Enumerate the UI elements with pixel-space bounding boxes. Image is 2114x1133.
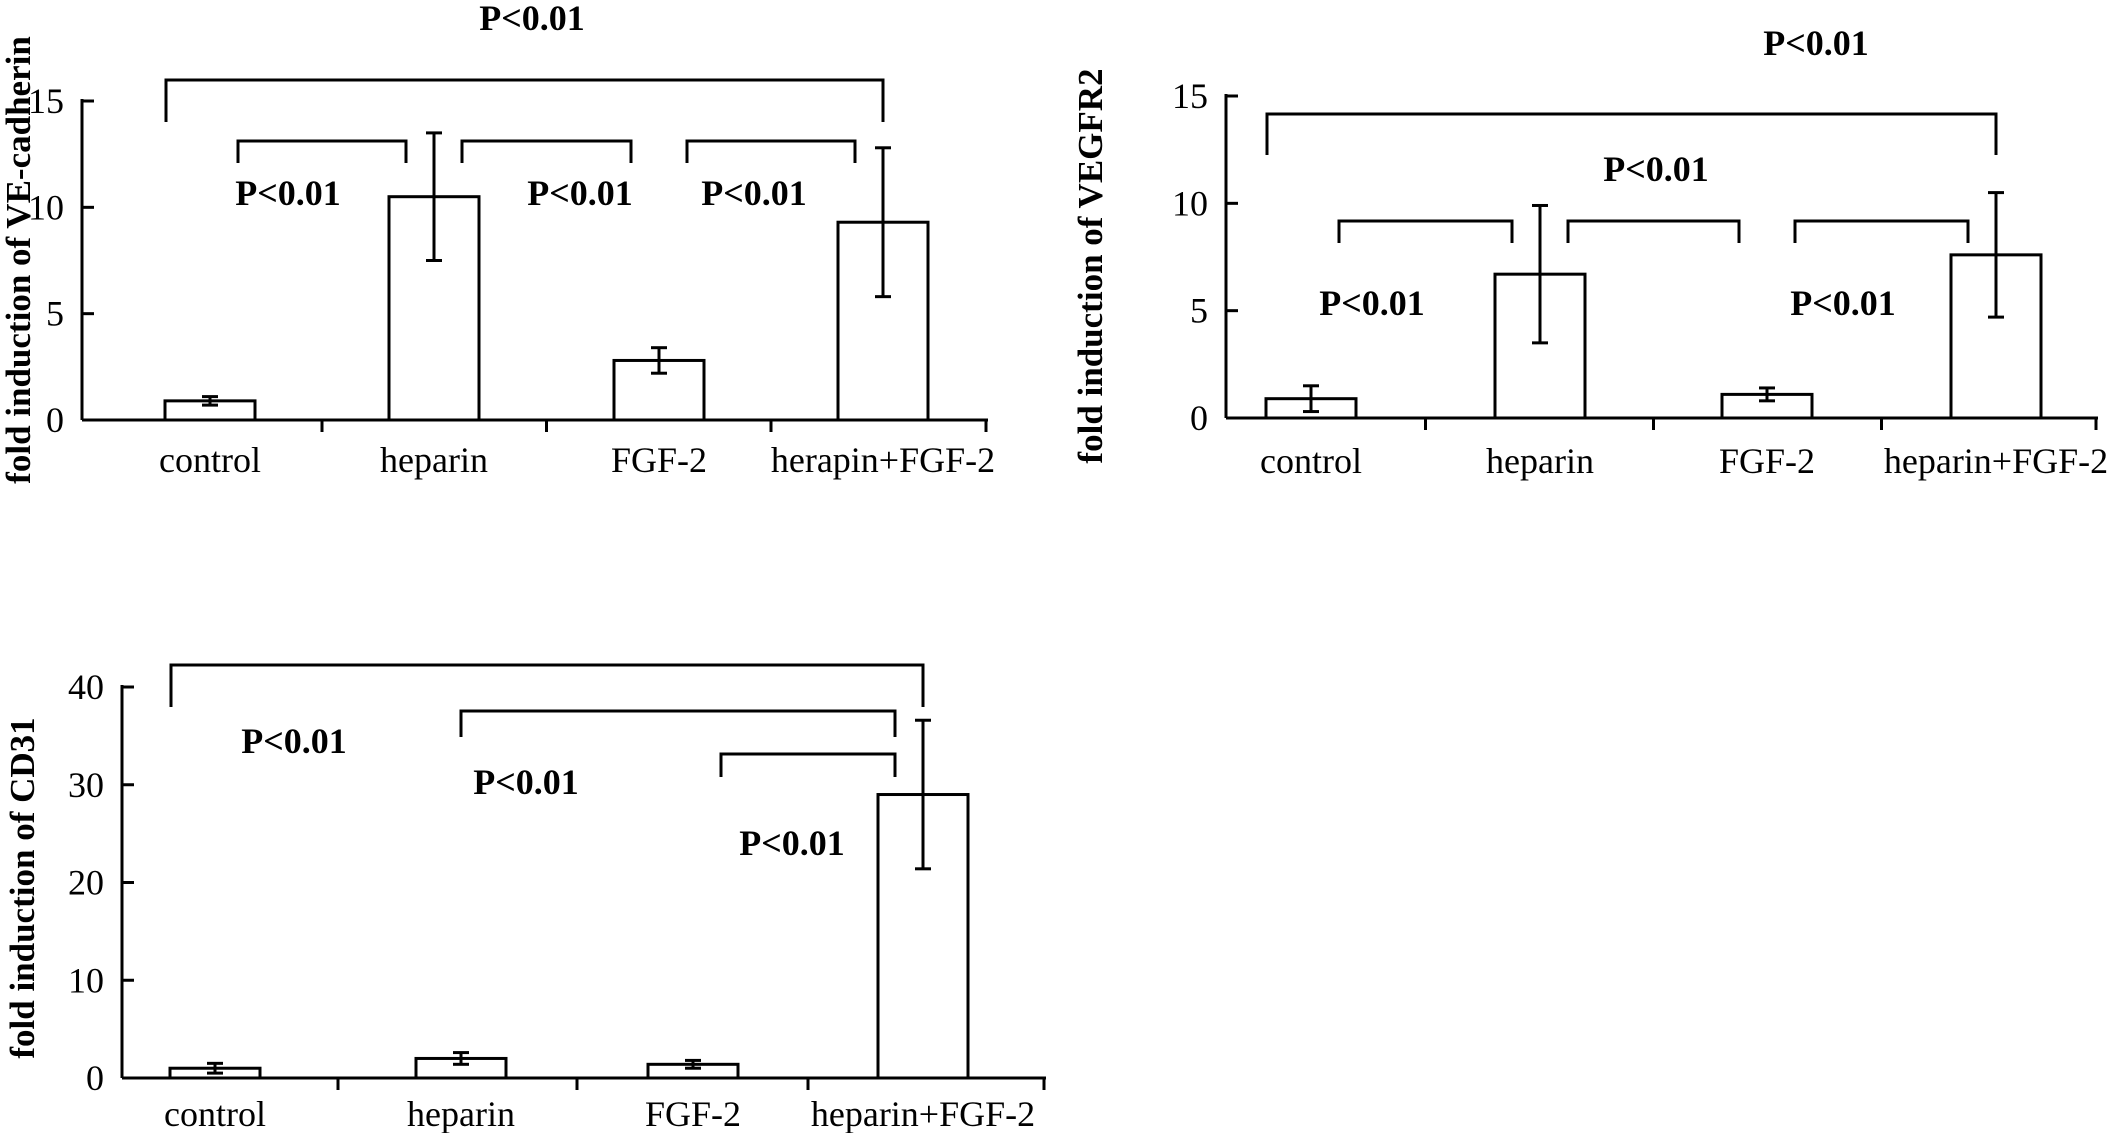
significance-bracket bbox=[460, 139, 633, 163]
p-value-label: P<0.01 bbox=[473, 762, 579, 802]
significance-bracket bbox=[685, 139, 857, 163]
y-axis-title: fold induction of VE-cadherin bbox=[0, 36, 38, 484]
p-value-label: P<0.01 bbox=[1319, 283, 1425, 323]
chart-panel-3: 0 10 20 30 40 control heparin FGF-2 heparin+FGF-… bbox=[3, 663, 1046, 1133]
p-value-label: P<0.01 bbox=[1603, 149, 1709, 189]
y-tick-label: 40 bbox=[68, 667, 104, 707]
significance-bracket bbox=[1793, 219, 1970, 243]
y-axis-title: fold induction of CD31 bbox=[3, 717, 42, 1058]
y-tick-label: 10 bbox=[68, 960, 104, 1000]
y-tick-label: 0 bbox=[86, 1058, 104, 1098]
significance-bracket bbox=[719, 752, 897, 777]
y-tick-label: 0 bbox=[1190, 398, 1208, 438]
p-value-label: P<0.01 bbox=[701, 173, 807, 213]
p-value-label: P<0.01 bbox=[739, 823, 845, 863]
category-label: FGF-2 bbox=[611, 440, 707, 480]
significance-bracket bbox=[1566, 219, 1741, 243]
significance-bracket bbox=[459, 709, 897, 737]
p-value-label: P<0.01 bbox=[1790, 283, 1896, 323]
p-value-label: P<0.01 bbox=[479, 0, 585, 38]
y-tick-label: 5 bbox=[46, 294, 64, 334]
category-label: heparin+FGF-2 bbox=[811, 1094, 1035, 1133]
significance-bracket bbox=[1337, 219, 1514, 243]
y-axis-title: fold induction of VEGFR2 bbox=[1071, 68, 1110, 463]
y-tick-label: 30 bbox=[68, 765, 104, 805]
category-label: heparin bbox=[1486, 441, 1594, 481]
category-label: heparin bbox=[407, 1094, 515, 1133]
category-label: FGF-2 bbox=[1719, 441, 1815, 481]
category-label: control bbox=[1260, 441, 1362, 481]
category-label: control bbox=[159, 440, 261, 480]
chart-panel-1: 0 5 10 15 control heparin FGF-2 herapin+FGF-2 fo… bbox=[0, 0, 995, 484]
y-tick-label: 20 bbox=[68, 863, 104, 903]
y-tick-label: 15 bbox=[28, 81, 64, 121]
category-label: herapin+FGF-2 bbox=[771, 440, 995, 480]
p-value-label: P<0.01 bbox=[241, 721, 347, 761]
significance-bracket bbox=[1265, 112, 1998, 155]
significance-bracket bbox=[164, 78, 885, 122]
chart-panel-2: 0 5 10 15 control heparin FGF-2 heparin+FGF-2 fo… bbox=[1071, 23, 2108, 481]
category-label: heparin bbox=[380, 440, 488, 480]
y-tick-label: 0 bbox=[46, 400, 64, 440]
p-value-label: P<0.01 bbox=[235, 173, 341, 213]
y-tick-label: 15 bbox=[1172, 76, 1208, 116]
p-value-label: P<0.01 bbox=[527, 173, 633, 213]
significance-bracket bbox=[236, 139, 408, 163]
y-tick-label: 10 bbox=[28, 187, 64, 227]
category-label: FGF-2 bbox=[645, 1094, 741, 1133]
category-label: heparin+FGF-2 bbox=[1884, 441, 2108, 481]
y-tick-label: 5 bbox=[1190, 291, 1208, 331]
y-tick-label: 10 bbox=[1172, 183, 1208, 223]
category-label: control bbox=[164, 1094, 266, 1133]
p-value-label: P<0.01 bbox=[1763, 23, 1869, 63]
significance-bracket bbox=[169, 663, 925, 707]
